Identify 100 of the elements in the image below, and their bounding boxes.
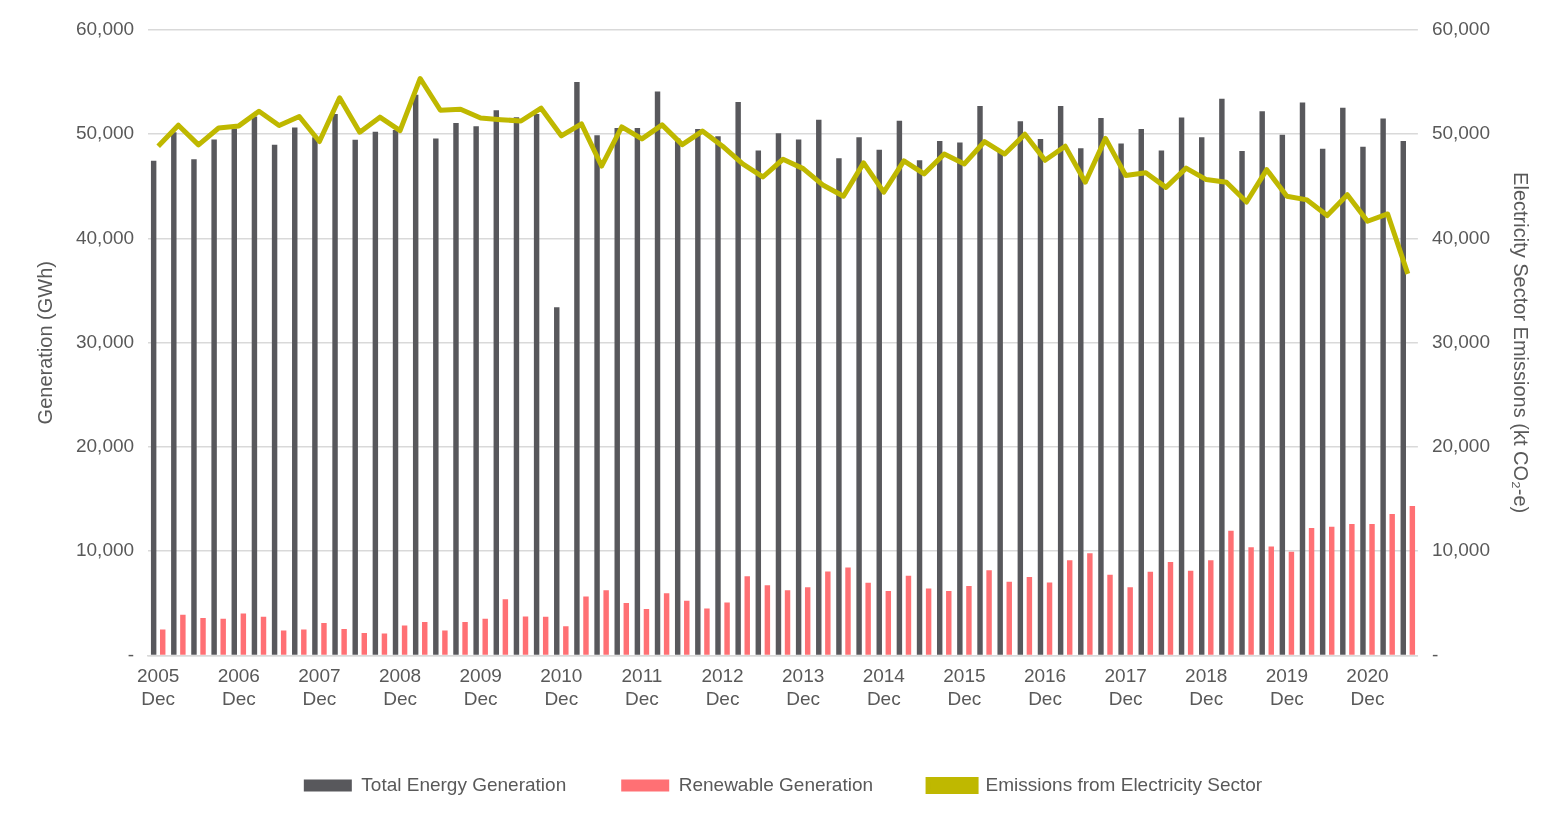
bar [220,618,226,655]
bar [1299,102,1306,655]
bar [473,126,479,655]
y-tick-label: 30,000 [75,330,135,352]
bar [1360,146,1366,655]
bar [957,142,963,655]
bar [1199,137,1205,655]
bar [200,617,206,655]
bar [1219,98,1225,655]
bar [482,618,488,655]
legend-label: Total Energy Generation [361,773,567,795]
bar [332,113,338,655]
bar [462,622,468,655]
x-tick-label: 2008 Dec [378,665,422,709]
bar [1057,106,1064,655]
bar [1178,117,1185,655]
y-tick-label: 10,000 [75,539,135,561]
bar [321,623,327,655]
bar [1147,571,1154,655]
bar [352,139,358,655]
y-tick-label: - [127,643,135,665]
bar [401,625,408,655]
bar [392,130,399,655]
bar [422,622,428,655]
bar [755,150,762,655]
bar [574,82,580,655]
y2-tick-label: 10,000 [1431,539,1491,561]
bar [876,149,882,655]
bar [1098,118,1104,655]
x-tick-label: 2011 Dec [621,665,663,709]
bar [916,160,923,655]
bar [442,630,448,655]
bar [180,614,186,655]
bar [896,120,903,655]
bar [623,603,630,655]
bar [231,128,237,655]
y2-tick-label: 50,000 [1431,122,1491,144]
bar [1158,150,1165,655]
bar [271,144,278,655]
bar [563,626,569,655]
bar [804,587,811,655]
y2-tick-label: 30,000 [1431,330,1491,352]
bar [1248,547,1254,655]
y-tick-label: 20,000 [75,435,135,457]
bar [764,585,771,655]
bar [663,593,670,655]
bar [1369,524,1375,655]
x-tick-label: 2012 Dec [701,665,744,709]
bar [1006,581,1012,655]
x-tick-label: 2017 Dec [1104,665,1147,709]
x-tick-label: 2020 Dec [1346,665,1389,709]
x-tick-label: 2010 Dec [540,665,583,709]
bar [603,590,609,655]
bar [654,91,661,655]
x-tick-label: 2013 Dec [782,665,825,709]
y-tick-label: 60,000 [75,18,135,40]
legend-label: Emissions from Electricity Sector [985,773,1263,795]
bar [260,616,267,655]
y2-axis-title: Electricity Sector Emissions (kt CO₂-e) [1510,172,1533,514]
x-tick-label: 2006 Dec [217,665,260,709]
x-tick-label: 2019 Dec [1265,665,1309,709]
bar [1046,582,1053,655]
bar [634,127,641,655]
bar [1118,143,1124,655]
bar [542,616,549,655]
bar [583,596,589,655]
bar [502,599,509,655]
bar [795,139,802,655]
x-tick-label: 2015 Dec [943,665,986,709]
bar [453,122,459,655]
bar [1078,148,1084,655]
bar [171,132,177,655]
y2-tick-label: 60,000 [1431,18,1491,40]
bar [554,307,560,655]
x-tick-label: 2014 Dec [862,665,906,709]
bar [1228,530,1234,655]
bar [744,576,750,655]
bar [715,136,721,655]
bar [1380,118,1386,655]
bar [825,571,831,655]
bar [312,137,318,655]
bar [150,160,157,655]
x-tick-label: 2018 Dec [1185,665,1228,709]
bar [1340,107,1346,655]
legend-label: Renewable Generation [678,773,874,795]
bar [292,127,298,655]
x-tick-label: 2016 Dec [1023,665,1067,709]
bar [522,616,529,655]
bar [1268,546,1274,655]
bar [1138,129,1144,655]
bar [936,141,943,655]
bar [1026,577,1033,655]
bar [533,113,540,655]
bar [433,138,439,655]
bar [966,586,972,655]
bar [905,575,912,655]
bar [816,119,822,655]
bar [735,101,741,655]
bar [341,628,347,655]
bar [1127,587,1133,655]
